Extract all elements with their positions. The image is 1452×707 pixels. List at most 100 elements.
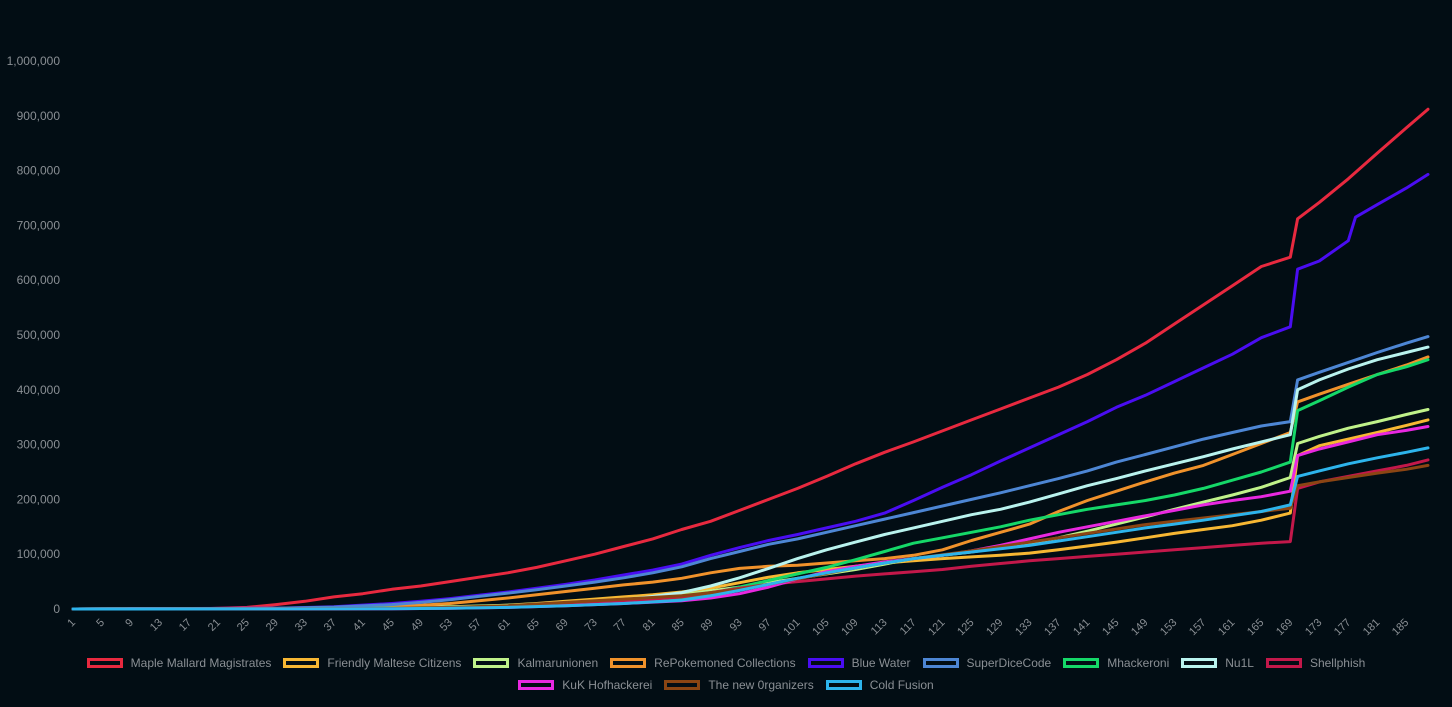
y-tick-label: 700,000 <box>17 218 61 232</box>
series-line-shellphish[interactable] <box>71 458 1430 611</box>
legend-item[interactable]: Maple Mallard Magistrates <box>86 656 272 670</box>
x-tick-label: 181 <box>1361 617 1382 638</box>
legend-label: SuperDiceCode <box>966 656 1052 670</box>
series-line-superdicecode[interactable] <box>71 335 1430 611</box>
legend-item[interactable]: Blue Water <box>807 656 911 670</box>
x-tick-label: 141 <box>1071 617 1092 638</box>
x-tick-label: 173 <box>1303 617 1324 638</box>
x-tick-label: 9 <box>123 617 136 630</box>
legend-item[interactable]: Shellphish <box>1265 656 1366 670</box>
y-tick-label: 400,000 <box>17 383 61 397</box>
legend-label: The new 0rganizers <box>708 678 814 692</box>
x-tick-label: 17 <box>177 617 194 634</box>
legend-swatch <box>86 658 123 668</box>
series-line-cold-fusion[interactable] <box>71 446 1430 611</box>
legend-item[interactable]: Friendly Maltese Citizens <box>283 656 461 670</box>
y-tick-label: 500,000 <box>17 328 61 342</box>
legend-item[interactable]: KuK Hofhackerei <box>518 678 652 692</box>
x-tick-label: 77 <box>612 617 629 634</box>
x-tick-label: 117 <box>898 617 919 638</box>
legend-swatch <box>807 658 844 668</box>
series-line-maple-mallard-magistrates[interactable] <box>71 107 1430 611</box>
y-tick-label: 800,000 <box>17 164 61 178</box>
legend-swatch <box>1063 658 1100 668</box>
y-tick-label: 300,000 <box>17 438 61 452</box>
y-tick-label: 600,000 <box>17 273 61 287</box>
x-tick-label: 13 <box>148 617 165 634</box>
x-tick-label: 121 <box>926 617 947 638</box>
x-tick-label: 81 <box>641 617 658 634</box>
series-line-nu1l[interactable] <box>71 345 1430 611</box>
x-tick-label: 73 <box>583 617 600 634</box>
x-tick-label: 37 <box>322 617 339 634</box>
legend-swatch <box>825 680 862 690</box>
x-tick-label: 41 <box>351 617 368 634</box>
legend-label: KuK Hofhackerei <box>562 678 653 692</box>
legend-swatch <box>1181 658 1218 668</box>
x-tick-label: 33 <box>293 617 310 634</box>
x-tick-label: 101 <box>781 617 802 638</box>
y-tick-label: 200,000 <box>17 492 61 506</box>
x-tick-label: 153 <box>1158 617 1179 638</box>
x-tick-label: 57 <box>467 617 484 634</box>
legend-row: Maple Mallard Magistrates Friendly Maltes… <box>0 652 1452 674</box>
x-tick-label: 5 <box>94 617 107 630</box>
legend-label: Shellphish <box>1309 656 1366 670</box>
x-tick-label: 113 <box>869 617 890 638</box>
x-tick-label: 137 <box>1042 617 1063 638</box>
x-tick-label: 61 <box>496 617 513 634</box>
line-chart: 0 100,000 200,000 300,000 400,000 500,000 600,… <box>7 54 1430 638</box>
legend-label: Mhackeroni <box>1107 656 1170 670</box>
legend: Maple Mallard Magistrates Friendly Maltes… <box>0 652 1452 696</box>
legend-item[interactable]: SuperDiceCode <box>922 656 1052 670</box>
legend-label: Nu1L <box>1225 656 1254 670</box>
series-lines <box>71 107 1430 611</box>
y-tick-label: 1,000,000 <box>7 54 61 68</box>
legend-item[interactable]: Mhackeroni <box>1063 656 1169 670</box>
legend-label: Cold Fusion <box>869 678 934 692</box>
legend-swatch <box>518 680 555 690</box>
x-tick-label: 65 <box>525 617 542 634</box>
series-line-kalmarunionen[interactable] <box>71 408 1430 611</box>
y-tick-label: 0 <box>53 602 60 616</box>
x-tick-label: 25 <box>235 617 252 634</box>
x-tick-label: 45 <box>380 617 397 634</box>
x-tick-label: 29 <box>264 617 281 634</box>
series-line-blue-water[interactable] <box>71 172 1430 611</box>
legend-swatch <box>283 658 320 668</box>
x-tick-label: 89 <box>699 617 716 634</box>
x-tick-label: 21 <box>206 617 223 634</box>
y-tick-label: 100,000 <box>17 547 61 561</box>
legend-item[interactable]: The new 0rganizers <box>664 678 814 692</box>
x-tick-label: 133 <box>1013 617 1034 638</box>
x-tick-label: 49 <box>409 617 426 634</box>
x-tick-label: 169 <box>1274 617 1295 638</box>
x-tick-label: 145 <box>1100 617 1121 638</box>
legend-item[interactable]: Nu1L <box>1181 656 1254 670</box>
legend-label: Kalmarunionen <box>517 656 599 670</box>
x-axis: 1 5 9 13 17 21 25 29 33 37 41 45 49 53 57 61 65 69 73 77 81 8… <box>65 617 1411 638</box>
x-tick-label: 149 <box>1129 617 1150 638</box>
legend-swatch <box>922 658 959 668</box>
x-tick-label: 69 <box>554 617 571 634</box>
legend-label: Blue Water <box>851 656 911 670</box>
x-tick-label: 85 <box>670 617 687 634</box>
y-tick-label: 900,000 <box>17 109 61 123</box>
x-tick-label: 165 <box>1245 617 1266 638</box>
x-tick-label: 161 <box>1216 617 1237 638</box>
legend-swatch <box>664 680 701 690</box>
legend-item[interactable]: RePokemoned Collections <box>610 656 796 670</box>
x-tick-label: 177 <box>1332 617 1353 638</box>
x-tick-label: 157 <box>1187 617 1208 638</box>
legend-item[interactable]: Cold Fusion <box>825 678 934 692</box>
x-tick-label: 105 <box>810 617 831 638</box>
legend-swatch <box>473 658 510 668</box>
legend-item[interactable]: Kalmarunionen <box>473 656 598 670</box>
legend-label: Maple Mallard Magistrates <box>130 656 272 670</box>
x-tick-label: 53 <box>438 617 455 634</box>
series-line-mhackeroni[interactable] <box>71 358 1430 611</box>
legend-swatch <box>1265 658 1302 668</box>
series-line-the-new-0rganizers[interactable] <box>71 463 1430 611</box>
legend-label: RePokemoned Collections <box>654 656 796 670</box>
x-tick-label: 125 <box>955 617 976 638</box>
